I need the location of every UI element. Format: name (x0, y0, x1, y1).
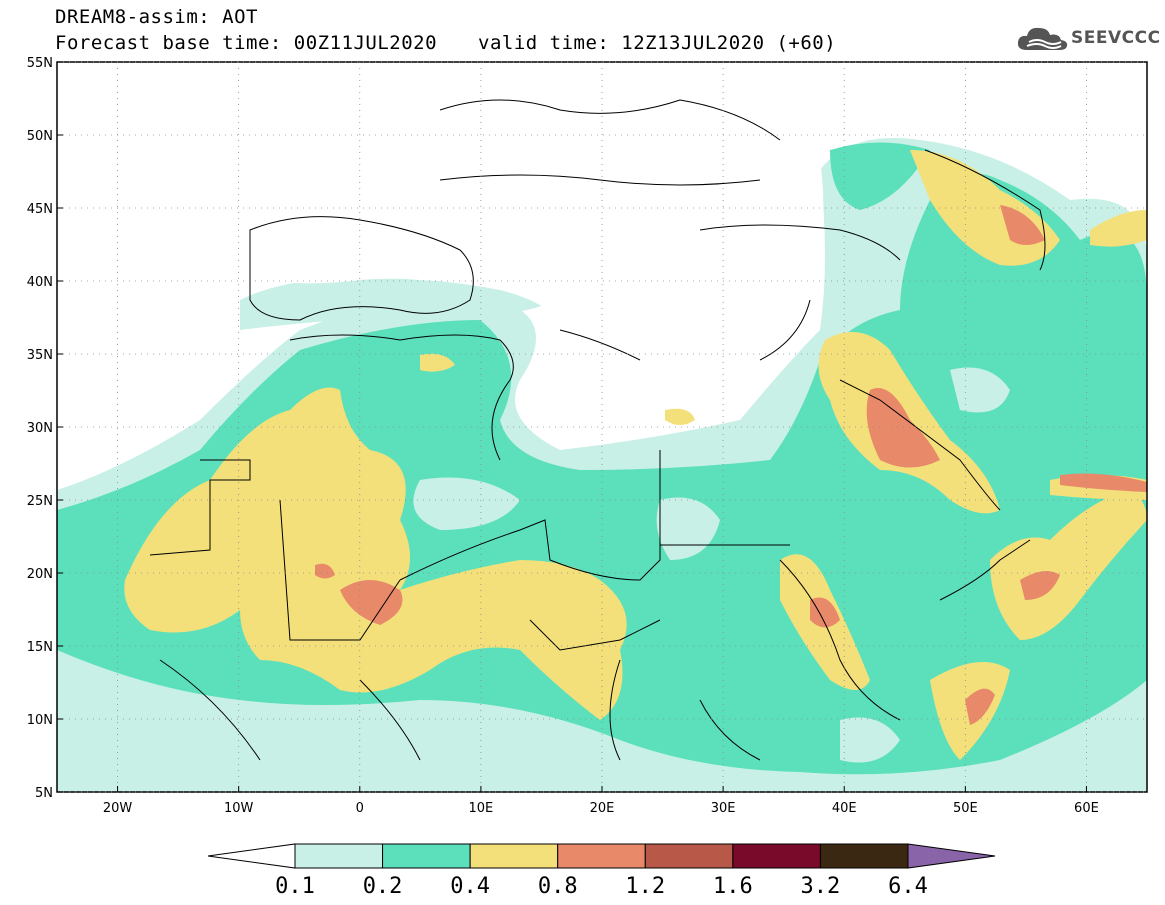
forecast-base-time: Forecast base time: 00Z11JUL2020 (55, 32, 438, 54)
colorbar-label: 0.4 (450, 874, 490, 899)
lon-label: 40E (832, 801, 857, 816)
lon-label: 20W (103, 801, 133, 816)
seevccc-logo: SEEVCCC (1015, 22, 1160, 58)
colorbar-swatch (294, 843, 384, 869)
lon-label: 10E (469, 801, 494, 816)
colorbar-swatch (644, 843, 734, 869)
colorbar-swatch (469, 843, 559, 869)
colorbar-label: 3.2 (801, 874, 841, 899)
lat-label: 45N (27, 202, 53, 217)
colorbar-label: 0.2 (363, 874, 403, 899)
lat-label: 10N (27, 713, 53, 728)
aot-field (57, 62, 1147, 792)
lat-label: 30N (27, 421, 53, 436)
cloud-icon (1017, 27, 1068, 50)
colorbar (207, 843, 996, 869)
colorbar-label: 1.6 (713, 874, 753, 899)
colorbar-label: 0.1 (275, 874, 315, 899)
aot-level-0-1-patches (413, 367, 1010, 763)
lat-label: 25N (27, 494, 53, 509)
country-borders (149, 99, 1046, 761)
lat-label: 50N (27, 129, 53, 144)
colorbar-lower-triangle (207, 843, 296, 869)
colorbar-upper-triangle (907, 843, 996, 869)
lon-label: 0 (356, 801, 364, 816)
lon-label: 10W (224, 801, 254, 816)
lon-label: 50E (953, 801, 978, 816)
lat-label: 5N (35, 786, 53, 801)
colorbar-swatch (819, 843, 909, 869)
valid-time: valid time: 12Z13JUL2020 (+60) (478, 32, 837, 54)
longitude-labels: 20W 10W 0 10E 20E 30E 40E 50E 60E (103, 801, 1099, 816)
logo-text: SEEVCCC (1071, 28, 1161, 48)
aot-clear-area (57, 62, 1147, 374)
lat-label: 40N (27, 275, 53, 290)
colorbar-swatch (732, 843, 821, 869)
colorbar-swatch (557, 843, 646, 869)
colorbar-label: 6.4 (888, 874, 928, 899)
colorbar-swatch (382, 843, 471, 869)
lat-label: 15N (27, 640, 53, 655)
colorbar-label: 0.8 (538, 874, 578, 899)
colorbar-labels: 0.1 0.2 0.4 0.8 1.2 1.6 3.2 6.4 (275, 874, 928, 899)
lon-label: 20E (590, 801, 615, 816)
aot-level-0-8 (315, 205, 1147, 725)
latitude-labels: 55N 50N 45N 40N 35N 30N 25N 20N 15N 10N 5N (27, 56, 53, 801)
lon-label: 60E (1074, 801, 1099, 816)
lat-label: 20N (27, 567, 53, 582)
graticule (57, 61, 1147, 793)
lat-label: 35N (27, 348, 53, 363)
colorbar-label: 1.2 (625, 874, 665, 899)
map-title: DREAM8-assim: AOT (55, 6, 258, 28)
lat-label: 55N (27, 56, 53, 71)
lon-label: 30E (711, 801, 736, 816)
